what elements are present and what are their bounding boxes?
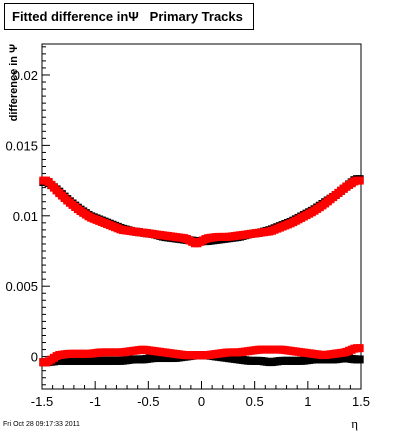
chart-title: Fitted difference inΨ Primary Tracks	[4, 3, 254, 30]
series-2	[39, 176, 364, 248]
x-tick-label: 1.5	[352, 394, 370, 409]
axis-ticks	[41, 46, 362, 389]
y-axis-label: difference in Ψ	[8, 44, 20, 121]
x-axis-label: η	[351, 416, 358, 431]
y-tick-label: 0.01	[13, 209, 38, 224]
series-4	[39, 344, 364, 367]
x-tick-label: -1.5	[31, 394, 53, 409]
x-tick-label: 0.5	[246, 394, 264, 409]
x-tick-label: -0.5	[137, 394, 159, 409]
x-tick-label: 0	[198, 394, 205, 409]
y-tick-label: 0	[31, 350, 38, 365]
y-tick-label: 0.005	[5, 279, 38, 294]
data-point	[355, 355, 364, 364]
y-tick-label: 0.015	[5, 138, 38, 153]
data-series	[39, 175, 364, 367]
data-point	[355, 176, 364, 185]
tick-labels: -1.5 -1 -0.5 0 0.5 1 1.5 0 0.005 0.01 0.015 0.02	[5, 68, 370, 409]
x-tick-label: 1	[304, 394, 311, 409]
x-tick-label: -1	[89, 394, 101, 409]
y-tick-label: 0.02	[13, 68, 38, 83]
data-point	[355, 344, 364, 353]
timestamp: Fri Oct 28 09:17:33 2011	[3, 421, 80, 428]
